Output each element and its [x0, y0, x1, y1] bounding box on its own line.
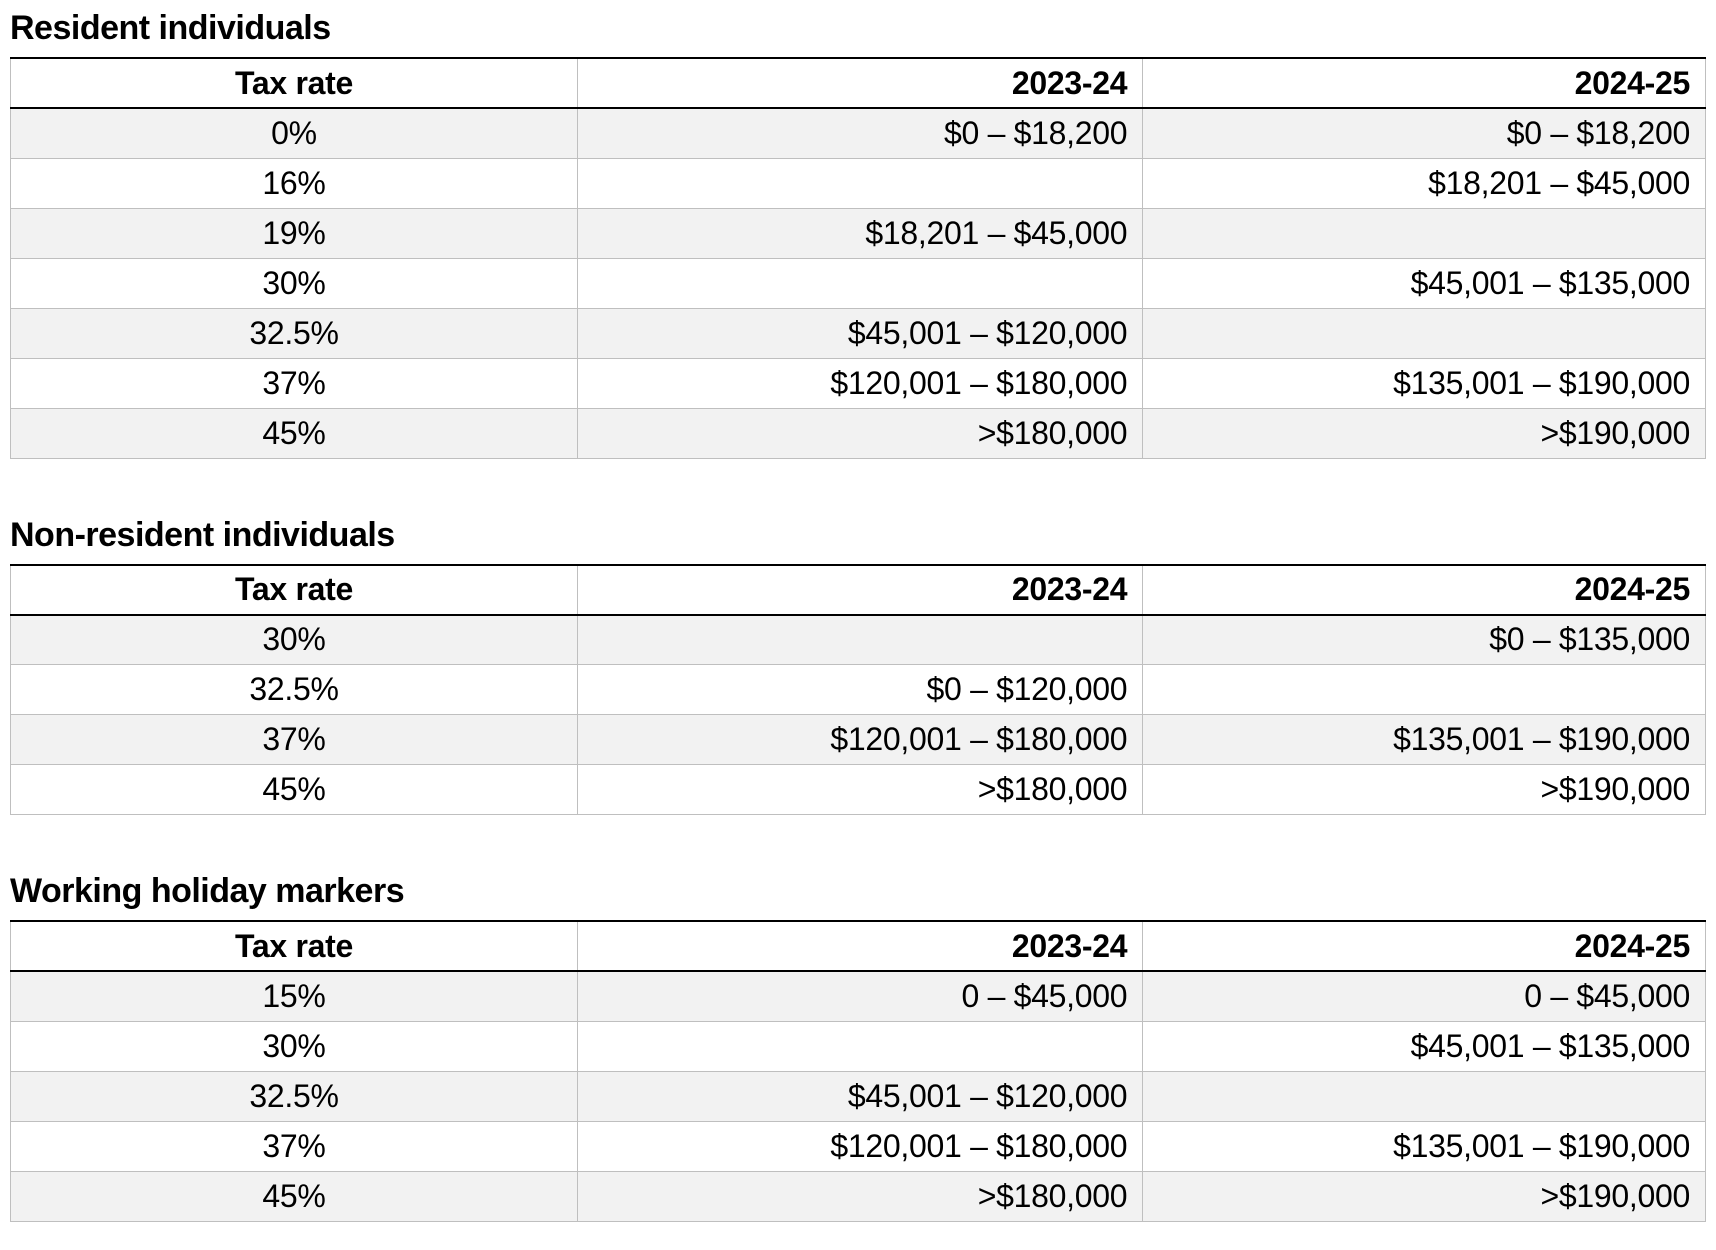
bracket-2023-24-cell [576, 1020, 1144, 1072]
tax-rate-cell: 30% [10, 1020, 578, 1072]
tax-rate-cell: 32.5% [10, 1070, 578, 1122]
table-row: 0% $0 – $18,200 $0 – $18,200 [10, 107, 1706, 159]
col-header-2023-24: 2023-24 [576, 563, 1144, 616]
table-row: 37% $120,001 – $180,000 $135,001 – $190,00… [10, 714, 1706, 765]
bracket-2023-24-cell: $120,001 – $180,000 [576, 1120, 1144, 1172]
col-header-2023-24: 2023-24 [576, 920, 1144, 972]
tax-rate-cell: 19% [10, 207, 578, 259]
tax-rate-section: Working holiday markers Tax rate 2023-24 20… [10, 871, 1706, 1222]
bracket-2023-24-cell: 0 – $45,000 [576, 970, 1144, 1022]
document-body: Resident individuals Tax rate 2023-24 2024-… [10, 8, 1706, 1222]
table-row: 30% $45,001 – $135,000 [10, 1020, 1706, 1072]
section-title: Resident individuals [10, 9, 331, 47]
col-header-2023-24: 2023-24 [576, 57, 1144, 109]
table-row: 37% $120,001 – $180,000 $135,001 – $190,00… [10, 357, 1706, 409]
tax-rate-cell: 30% [10, 257, 578, 309]
table-row: 30% $0 – $135,000 [10, 614, 1706, 665]
tax-rate-cell: 37% [10, 714, 578, 765]
tax-brackets-table: Tax rate 2023-24 2024-25 30% $0 – $135,000 32… [10, 563, 1706, 815]
bracket-2024-25-cell [1142, 307, 1706, 359]
col-header-tax-rate: Tax rate [10, 57, 578, 109]
bracket-2024-25-cell [1142, 664, 1706, 715]
table-row: 32.5% $45,001 – $120,000 [10, 1070, 1706, 1122]
bracket-2023-24-cell: $45,001 – $120,000 [576, 1070, 1144, 1122]
col-header-tax-rate: Tax rate [10, 563, 578, 616]
tax-rate-cell: 32.5% [10, 307, 578, 359]
col-header-tax-rate: Tax rate [10, 920, 578, 972]
bracket-2024-25-cell [1142, 207, 1706, 259]
tax-rate-cell: 45% [10, 764, 578, 815]
tax-rate-cell: 0% [10, 107, 578, 159]
bracket-2024-25-cell: $0 – $18,200 [1142, 107, 1706, 159]
bracket-2023-24-cell: $120,001 – $180,000 [576, 714, 1144, 765]
tax-rate-section: Resident individuals Tax rate 2023-24 2024-… [10, 8, 1706, 459]
header-row: Tax rate 2023-24 2024-25 [10, 57, 1706, 109]
bracket-2024-25-cell: $45,001 – $135,000 [1142, 1020, 1706, 1072]
tax-brackets-table: Tax rate 2023-24 2024-25 15% 0 – $45,000 0 – … [10, 920, 1706, 1222]
tax-rate-cell: 45% [10, 1170, 578, 1222]
bracket-2023-24-cell: $45,001 – $120,000 [576, 307, 1144, 359]
bracket-2024-25-cell: $18,201 – $45,000 [1142, 157, 1706, 209]
bracket-2024-25-cell: >$190,000 [1142, 1170, 1706, 1222]
table-row: 45% >$180,000 >$190,000 [10, 1170, 1706, 1222]
tax-rate-cell: 37% [10, 357, 578, 409]
bracket-2023-24-cell [576, 614, 1144, 665]
bracket-2024-25-cell: $135,001 – $190,000 [1142, 1120, 1706, 1172]
header-row: Tax rate 2023-24 2024-25 [10, 920, 1706, 972]
col-header-2024-25: 2024-25 [1142, 57, 1706, 109]
table-row: 32.5% $0 – $120,000 [10, 664, 1706, 715]
table-row: 15% 0 – $45,000 0 – $45,000 [10, 970, 1706, 1022]
table-row: 32.5% $45,001 – $120,000 [10, 307, 1706, 359]
bracket-2023-24-cell: $0 – $18,200 [576, 107, 1144, 159]
bracket-2024-25-cell: >$190,000 [1142, 764, 1706, 815]
tax-brackets-table: Tax rate 2023-24 2024-25 0% $0 – $18,200 $0 –… [10, 57, 1706, 459]
bracket-2023-24-cell [576, 257, 1144, 309]
bracket-2024-25-cell [1142, 1070, 1706, 1122]
col-header-2024-25: 2024-25 [1142, 563, 1706, 616]
bracket-2024-25-cell: $135,001 – $190,000 [1142, 714, 1706, 765]
tax-rate-cell: 45% [10, 407, 578, 459]
table-row: 30% $45,001 – $135,000 [10, 257, 1706, 309]
table-row: 16% $18,201 – $45,000 [10, 157, 1706, 209]
table-row: 37% $120,001 – $180,000 $135,001 – $190,00… [10, 1120, 1706, 1172]
tax-rate-cell: 32.5% [10, 664, 578, 715]
col-header-2024-25: 2024-25 [1142, 920, 1706, 972]
bracket-2023-24-cell: $120,001 – $180,000 [576, 357, 1144, 409]
table-row: 45% >$180,000 >$190,000 [10, 764, 1706, 815]
bracket-2024-25-cell: $45,001 – $135,000 [1142, 257, 1706, 309]
tax-rate-cell: 37% [10, 1120, 578, 1172]
bracket-2024-25-cell: 0 – $45,000 [1142, 970, 1706, 1022]
bracket-2024-25-cell: $135,001 – $190,000 [1142, 357, 1706, 409]
bracket-2023-24-cell: >$180,000 [576, 1170, 1144, 1222]
table-row: 19% $18,201 – $45,000 [10, 207, 1706, 259]
bracket-2023-24-cell: >$180,000 [576, 764, 1144, 815]
bracket-2024-25-cell: >$190,000 [1142, 407, 1706, 459]
section-title: Working holiday markers [10, 872, 405, 910]
tax-rate-cell: 30% [10, 614, 578, 665]
tax-rate-cell: 16% [10, 157, 578, 209]
table-row: 45% >$180,000 >$190,000 [10, 407, 1706, 459]
bracket-2023-24-cell: $18,201 – $45,000 [576, 207, 1144, 259]
bracket-2023-24-cell: $0 – $120,000 [576, 664, 1144, 715]
tax-rate-cell: 15% [10, 970, 578, 1022]
tax-rate-section: Non-resident individuals Tax rate 2023-24 2… [10, 515, 1706, 815]
section-title: Non-resident individuals [10, 515, 395, 554]
bracket-2023-24-cell [576, 157, 1144, 209]
bracket-2024-25-cell: $0 – $135,000 [1142, 614, 1706, 665]
bracket-2023-24-cell: >$180,000 [576, 407, 1144, 459]
header-row: Tax rate 2023-24 2024-25 [10, 563, 1706, 616]
